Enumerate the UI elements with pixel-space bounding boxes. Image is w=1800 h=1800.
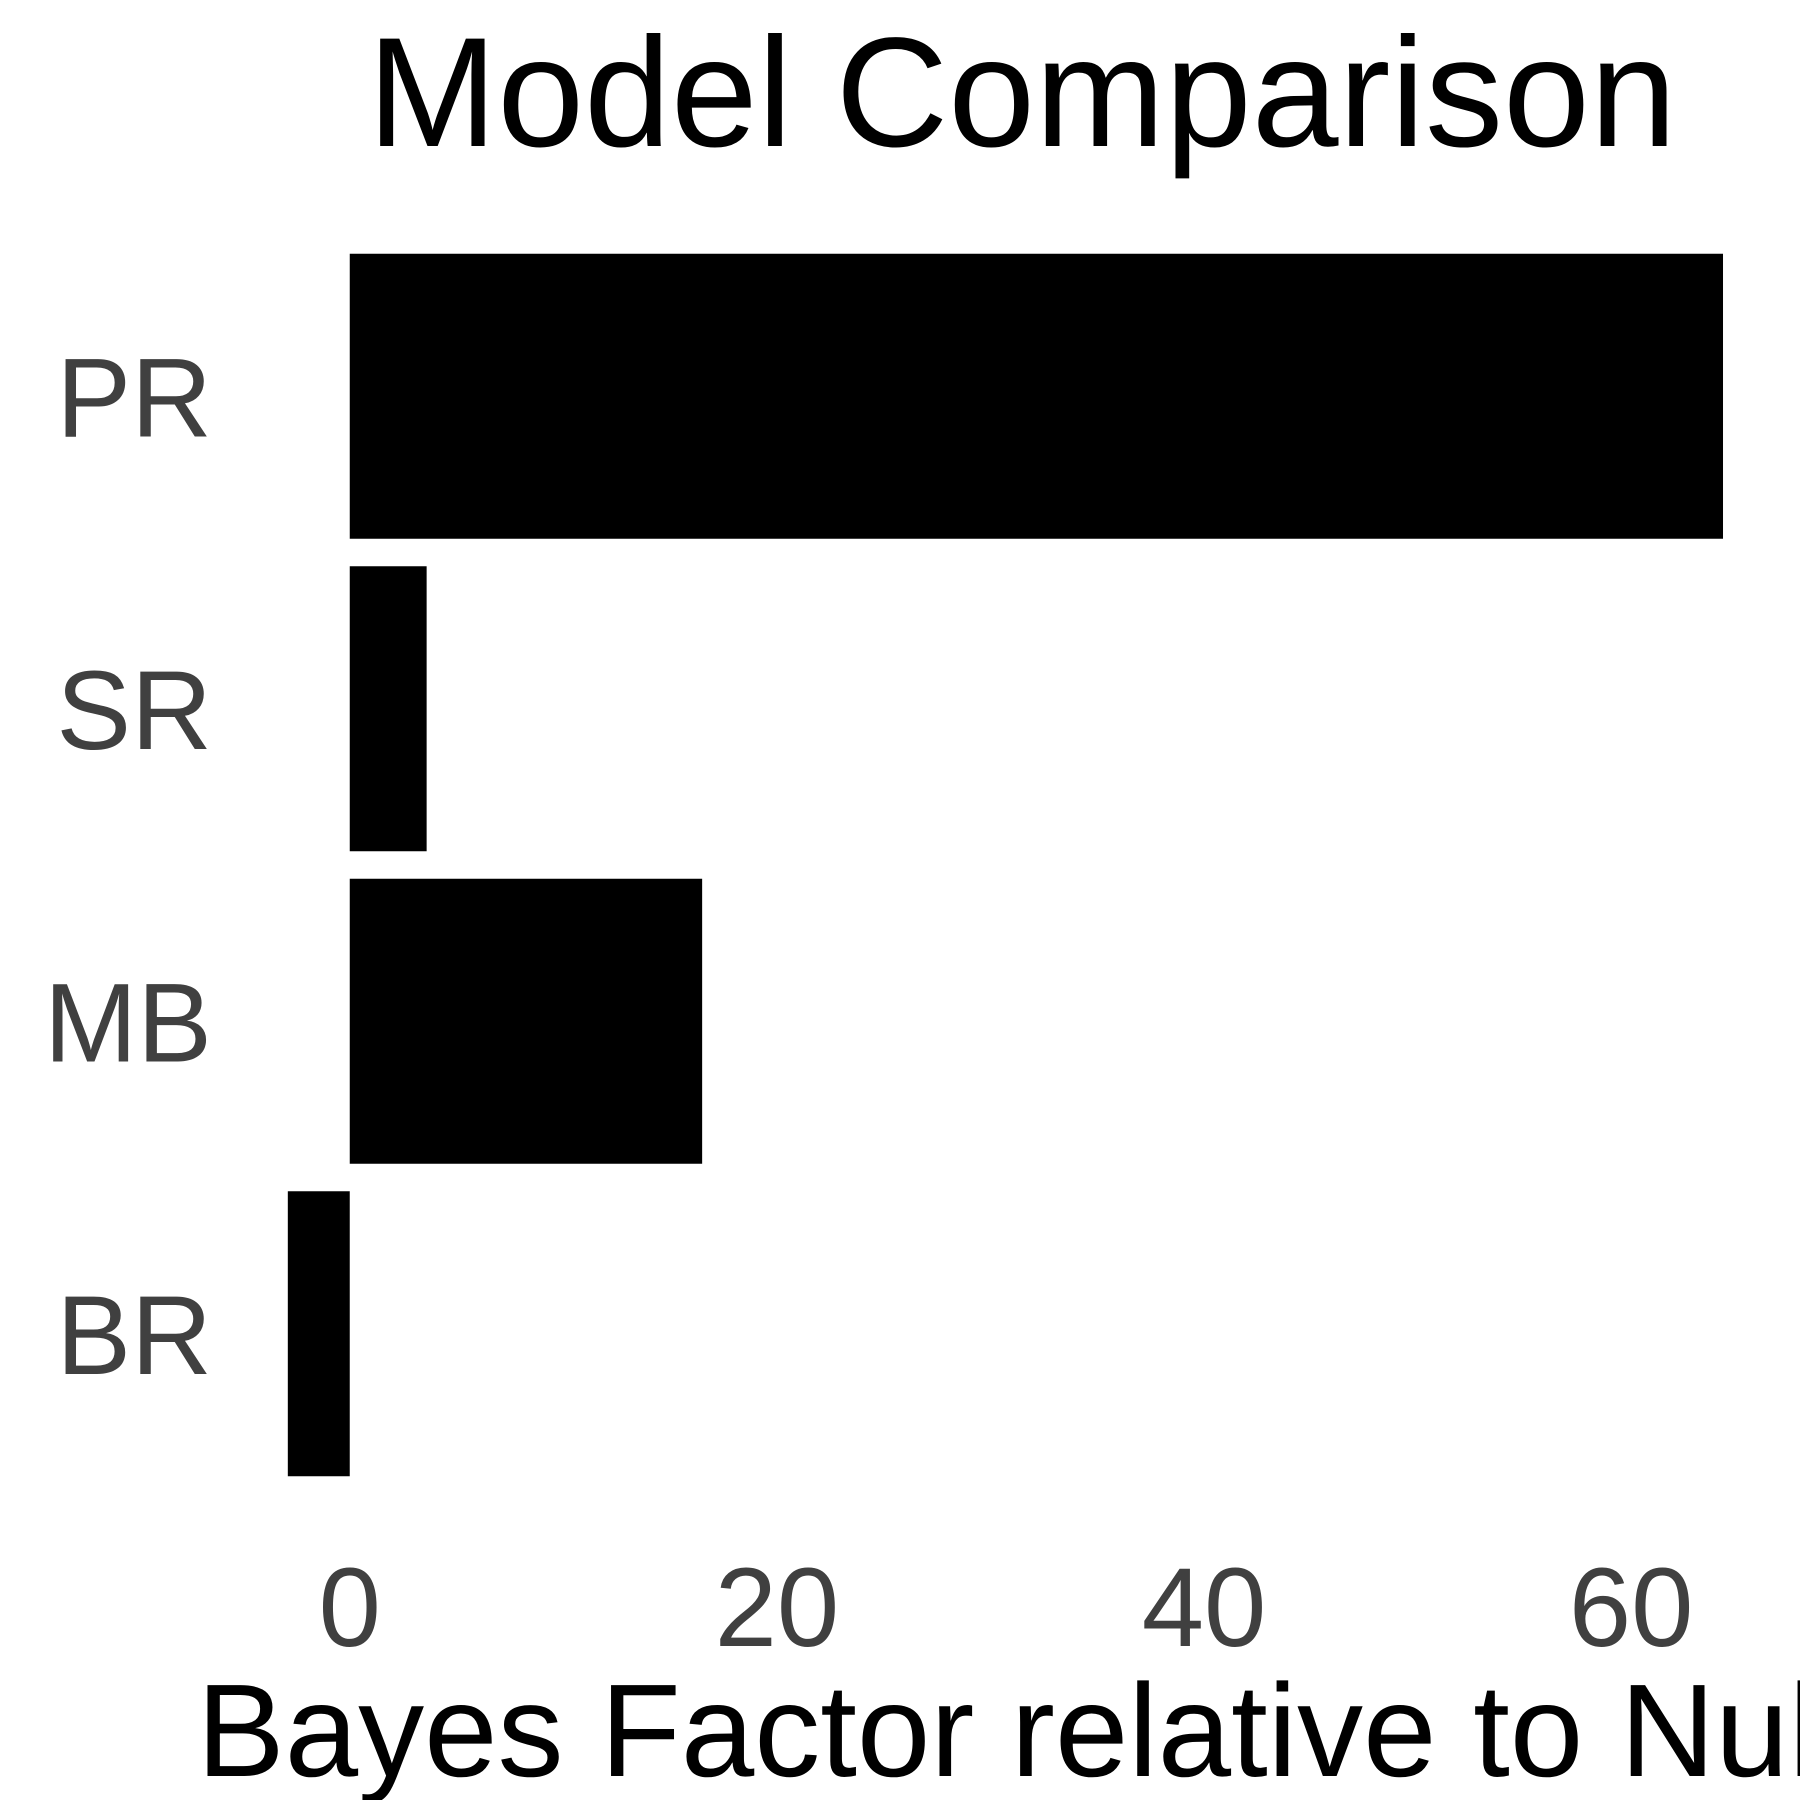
x-axis-label: Bayes Factor relative to Null: [197, 1657, 1800, 1800]
x-tick-label-60: 60: [1569, 1545, 1694, 1670]
x-tick-labels: 0 20 40 60: [319, 1545, 1694, 1670]
x-tick-label-0: 0: [319, 1545, 381, 1670]
chart-title: Model Comparison: [367, 6, 1676, 180]
y-tick-label-mb: MB: [44, 960, 212, 1085]
y-tick-label-sr: SR: [56, 648, 212, 773]
bar-br: [287, 1191, 350, 1477]
bars: [287, 253, 1724, 1477]
bar-pr: [349, 253, 1724, 539]
y-tick-label-br: BR: [56, 1273, 212, 1398]
bar-sr: [349, 566, 427, 852]
x-tick-label-40: 40: [1142, 1545, 1267, 1670]
x-tick-label-20: 20: [715, 1545, 840, 1670]
y-tick-label-pr: PR: [56, 335, 212, 460]
bar-mb: [349, 878, 703, 1164]
y-tick-labels: PR SR MB BR: [44, 335, 212, 1398]
